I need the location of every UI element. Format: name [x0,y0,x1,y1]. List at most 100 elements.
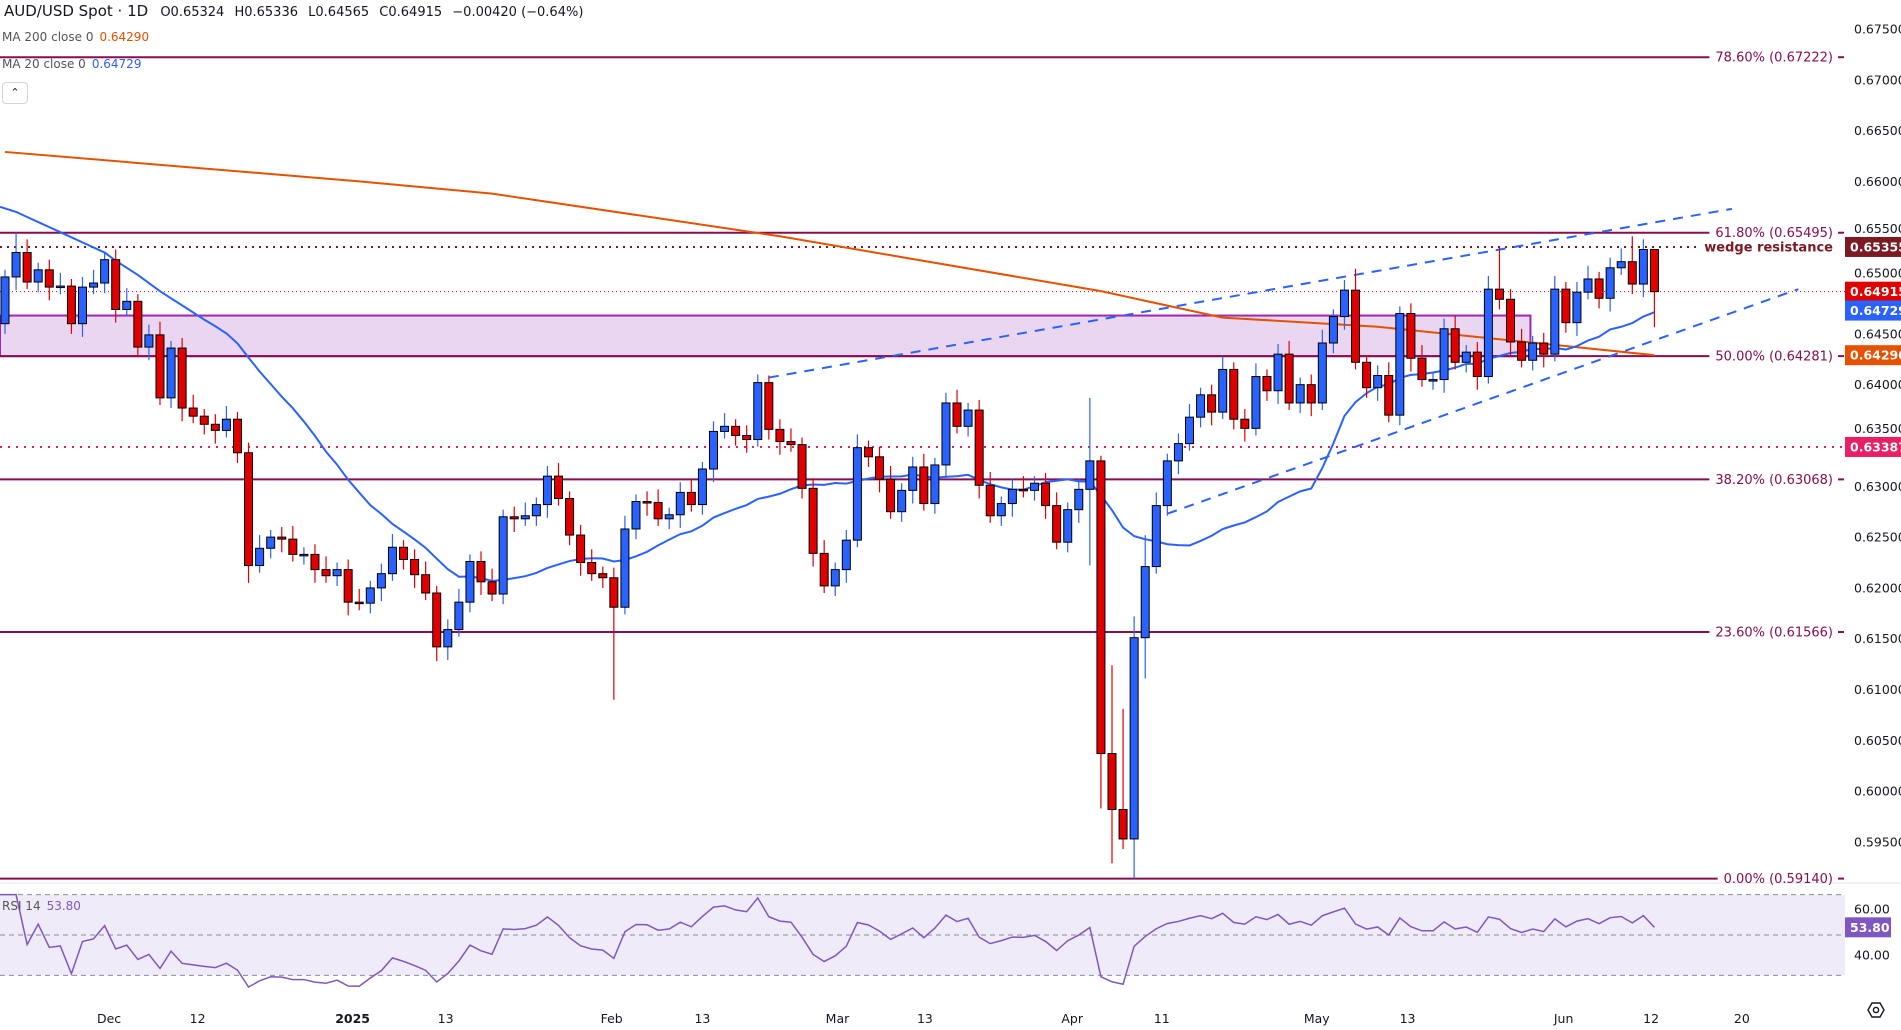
candle-body [1517,341,1527,361]
x-axis-tick: May [1304,1011,1330,1026]
candle [454,588,464,637]
candle-body [1295,384,1305,404]
candle [1472,341,1482,390]
candle-body [266,536,276,549]
candle [531,497,541,526]
rsi-line [0,893,1655,989]
candle-body [210,423,220,431]
candle-body [1506,298,1516,343]
candle [1096,455,1106,809]
candle [1494,246,1504,310]
y-axis-tick: 0.62500 [1854,530,1901,545]
candle-body [100,259,110,284]
candle [89,269,99,295]
y-axis-tick: 0.65500 [1854,221,1901,236]
candle [1218,356,1228,420]
candle-body [897,489,907,513]
candle [288,525,298,562]
ma200-legend[interactable]: MA 200 close 0 0.64290 [2,30,149,44]
settings-button[interactable] [1866,1000,1886,1020]
candle-body [1351,289,1361,363]
candle [731,419,741,446]
candle-body [1074,488,1084,511]
candle-body [166,347,176,399]
y-axis-tick: 0.62000 [1854,580,1901,595]
candle [1605,257,1615,312]
chevron-up-icon: ⌃ [10,86,20,99]
candle [554,462,563,506]
candle [1184,403,1194,451]
y-axis-tick: 0.61500 [1854,631,1901,646]
candle-body [963,409,973,427]
price-label-box [1845,281,1901,302]
candle-body [1140,566,1150,639]
candle [1229,362,1239,430]
x-axis-tick: 2025 [335,1011,370,1026]
candle [1085,397,1095,566]
wedge-lower-trendline [1167,288,1799,515]
candle [266,529,276,559]
candle [1506,289,1516,356]
candle [122,288,132,317]
chart-header: AUD/USD Spot · 1D O0.65324 H0.65336 L0.6… [4,2,583,20]
candle [144,324,154,361]
candle [1173,433,1183,475]
candle [1107,665,1117,864]
candle [1528,335,1538,371]
candle-body [244,452,254,567]
collapse-legend-button[interactable]: ⌃ [2,82,28,104]
candle [1638,239,1648,298]
rsi-legend[interactable]: RSI 14 53.80 [2,899,81,913]
candle [387,534,397,581]
candle-body [1262,376,1272,392]
candle-body [1649,248,1659,293]
candle-body [1450,328,1460,363]
candle [908,456,918,504]
candle [1129,616,1139,879]
candle [1041,473,1051,519]
candle-body [1483,288,1493,378]
candle-body [498,516,508,595]
candle [1007,479,1017,517]
candle [587,549,597,581]
price-label-text: 0.63387 [1850,439,1901,454]
y-axis-tick: 0.60500 [1854,733,1901,748]
candle [1074,479,1084,523]
candle [0,269,10,334]
ma20-legend[interactable]: MA 20 close 0 0.64729 [2,57,141,71]
candle [1251,363,1261,436]
candle [11,232,21,291]
candle-body [764,382,774,430]
candle [1328,309,1338,354]
candle [764,375,774,440]
candle [1616,248,1626,275]
candle-body [1107,753,1117,810]
candle-body [33,269,43,283]
candle [1384,362,1394,423]
candle [1406,303,1416,372]
candle-body [299,553,309,557]
symbol-title[interactable]: AUD/USD Spot · 1D [4,2,149,20]
candle-body [797,444,807,489]
candle-body [952,402,962,427]
candle-body [742,434,752,441]
gear-icon [1867,1002,1885,1018]
candle [1561,282,1571,333]
price-label-box [1845,436,1901,457]
candle-body [1018,488,1028,492]
candle [1317,329,1327,411]
candle [22,239,32,290]
candle-body [941,402,951,466]
candle-body [753,382,763,441]
candle [1550,275,1560,362]
candle-body [277,536,287,540]
candle-body [232,418,242,454]
candle-body [675,491,685,516]
candle [897,483,907,522]
candle [1118,708,1128,850]
candle [66,278,76,334]
x-axis-tick: 12 [1643,1011,1659,1026]
candle [1240,409,1250,442]
candle-body [1218,368,1228,413]
